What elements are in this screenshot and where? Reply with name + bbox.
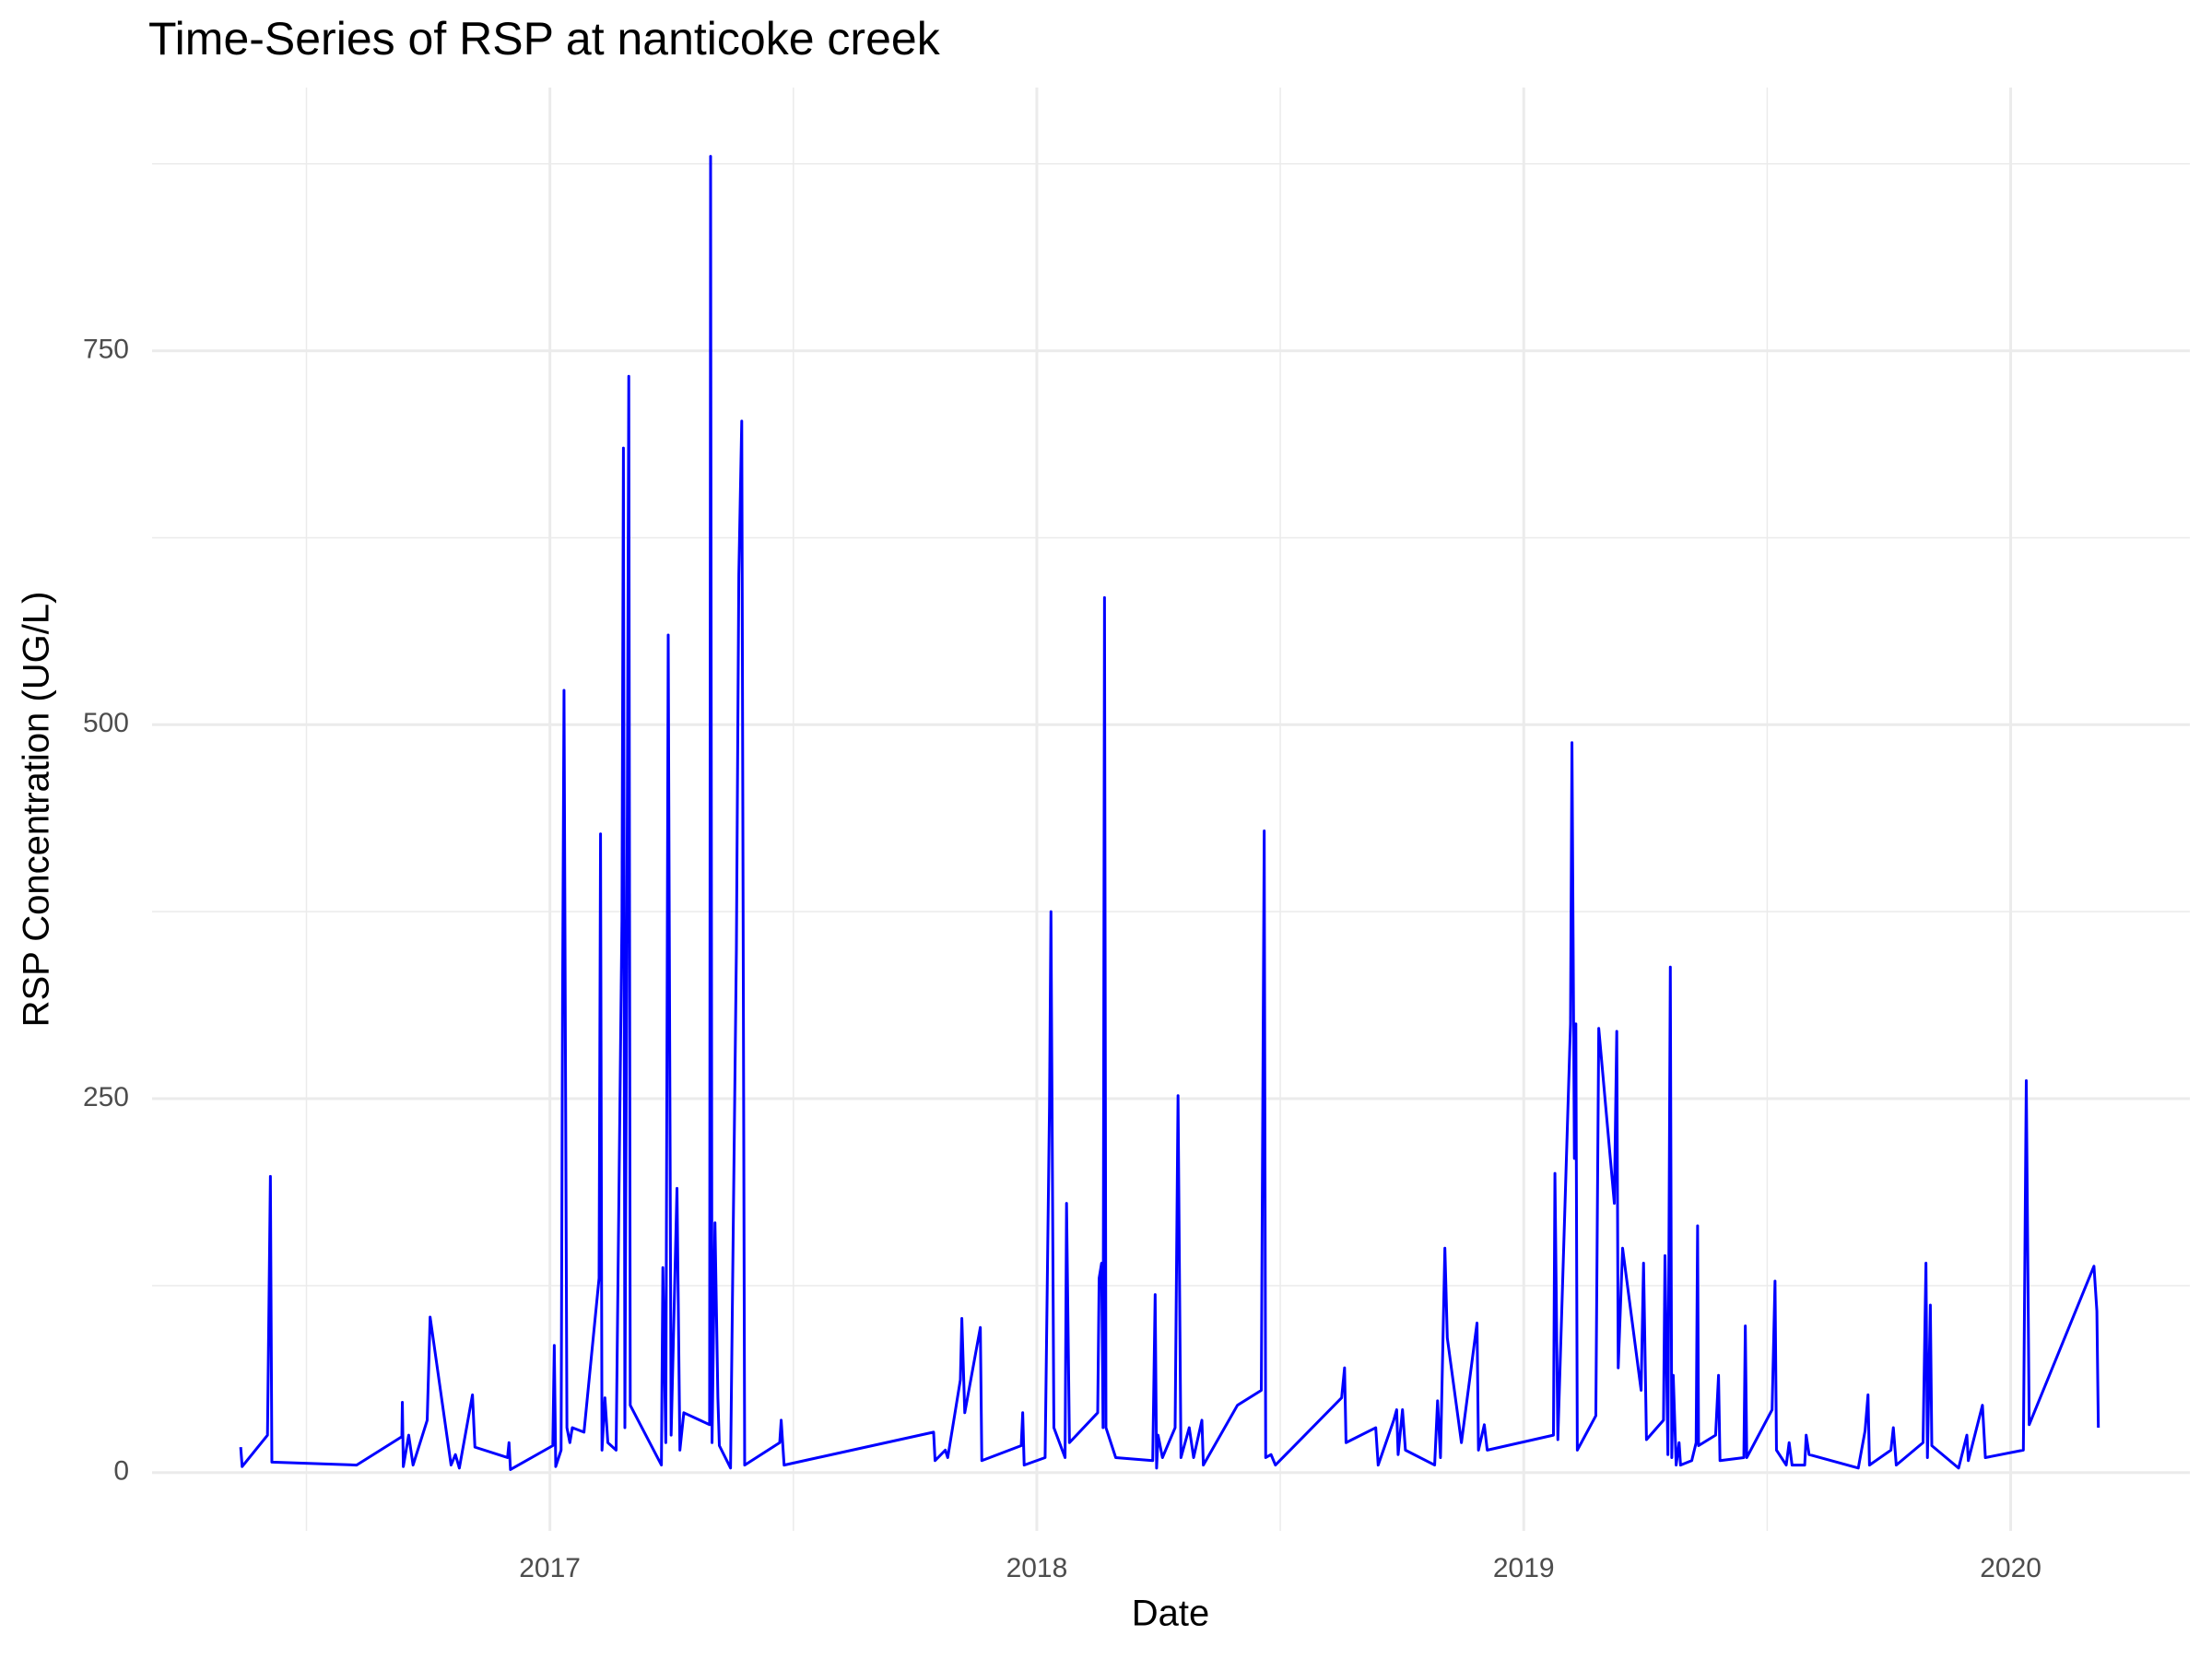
data-line bbox=[239, 155, 2100, 1471]
y-tick-label: 0 bbox=[113, 1456, 129, 1487]
y-tick-label: 250 bbox=[83, 1082, 129, 1112]
plot-area bbox=[239, 155, 2100, 1471]
chart-title: Time-Series of RSP at nanticoke creek bbox=[148, 13, 941, 65]
x-axis-title: Date bbox=[1132, 1594, 1210, 1634]
x-tick-label: 2019 bbox=[1493, 1553, 1555, 1583]
y-tick-label: 500 bbox=[83, 708, 129, 738]
x-tick-label: 2020 bbox=[1980, 1553, 2041, 1583]
x-tick-label: 2018 bbox=[1006, 1553, 1068, 1583]
y-axis-title: RSP Concentration (UG/L) bbox=[17, 592, 57, 1028]
grid bbox=[152, 88, 2190, 1531]
y-tick-label: 750 bbox=[83, 335, 129, 365]
x-tick-label: 2017 bbox=[519, 1553, 581, 1583]
